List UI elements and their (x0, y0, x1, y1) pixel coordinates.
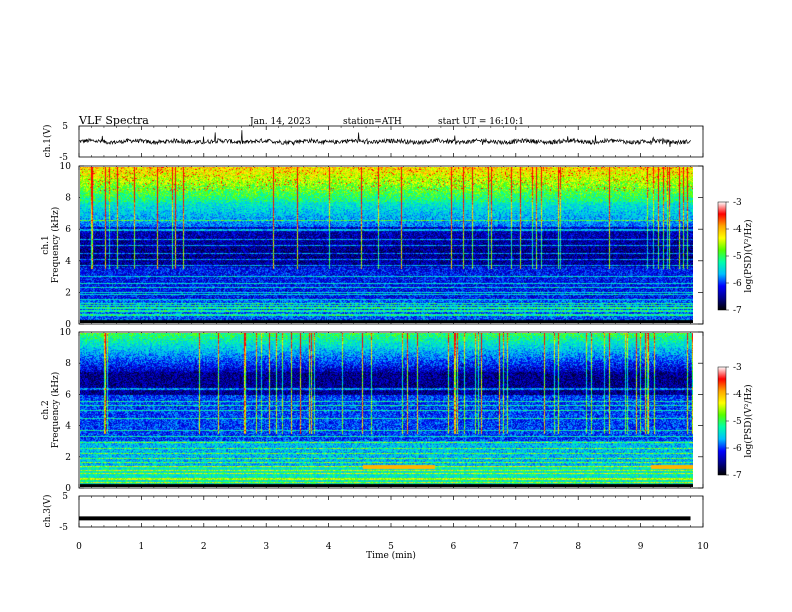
colorbar-tick-label: -7 (733, 306, 742, 316)
ch1-voltage-trace (78, 130, 691, 147)
x-tick-label: 6 (451, 542, 457, 552)
x-tick-label: 9 (638, 542, 644, 552)
ch2-colorbar-gradient (717, 366, 727, 476)
ch1-voltage-ylabel: ch.1(V) (42, 125, 53, 158)
colorbar-tick-label: -5 (733, 252, 742, 262)
x-tick-label: 5 (388, 542, 394, 552)
ch3-ytick-bottom: -5 (59, 523, 68, 533)
y-tick-label: 10 (60, 162, 72, 172)
ch3-voltage-panel: 5 -5 ch.3(V) (42, 492, 704, 533)
time-axis-label: Time (min) (366, 550, 416, 561)
ch2-spectrogram-channel-label: ch.2 (41, 400, 51, 419)
x-tick-label: 1 (139, 542, 145, 552)
colorbar-tick-label: -3 (733, 363, 742, 373)
ch2-spectrogram-image (80, 333, 693, 487)
y-tick-label: 2 (65, 288, 71, 298)
x-tick-label: 7 (513, 542, 519, 552)
ch1-spectrogram-image (80, 167, 693, 323)
colorbar-tick-label: -6 (733, 444, 742, 454)
ch1-spectrogram-channel-label: ch.1 (41, 235, 51, 254)
colorbar-tick-label: -4 (733, 390, 742, 400)
y-tick-label: 8 (65, 194, 71, 204)
figure-title: VLF Spectra (78, 114, 149, 127)
x-tick-label: 3 (263, 542, 269, 552)
ch1-colorbar-gradient (717, 201, 727, 311)
ch2-spectrogram-ylabel: Frequency (kHz) (50, 372, 61, 449)
x-tick-label: 8 (575, 542, 581, 552)
date-label: Jan. 14, 2023 (249, 117, 311, 127)
ch1-spectrogram-ylabel: Frequency (kHz) (50, 207, 61, 284)
ch2-colorbar: -3 -4 -5 -6 -7 log(PSD)(V²/Hz) (717, 363, 754, 481)
ch1-colorbar: -3 -4 -5 -6 -7 log(PSD)(V²/Hz) (717, 198, 754, 316)
ch3-voltage-ylabel: ch.3(V) (42, 495, 53, 528)
x-tick-label: 0 (76, 542, 82, 552)
ch2-colorbar-label: log(PSD)(V²/Hz) (743, 384, 754, 457)
y-tick-label: 4 (65, 257, 71, 267)
y-tick-label: 2 (65, 453, 71, 463)
x-tick-label: 4 (326, 542, 332, 552)
y-tick-label: 4 (65, 422, 71, 432)
start-time-label: start UT = 16:10:1 (438, 117, 524, 127)
ch3-ytick-top: 5 (62, 492, 68, 502)
ch1-ytick-bottom: -5 (59, 153, 68, 163)
ch1-colorbar-label: log(PSD)(V²/Hz) (743, 219, 754, 292)
station-label: station=ATH (343, 117, 402, 127)
y-tick-label: 6 (65, 390, 71, 400)
colorbar-tick-label: -5 (733, 417, 742, 427)
colorbar-tick-label: -6 (733, 279, 742, 289)
colorbar-tick-label: -3 (733, 198, 742, 208)
y-tick-label: 6 (65, 225, 71, 235)
y-tick-label: 0 (65, 484, 71, 494)
y-tick-label: 0 (65, 320, 71, 330)
y-tick-label: 10 (60, 328, 72, 338)
colorbar-tick-label: -7 (733, 471, 742, 481)
ch1-ytick-top: 5 (62, 122, 68, 132)
x-tick-label: 10 (697, 542, 709, 552)
y-tick-label: 8 (65, 359, 71, 369)
colorbar-tick-label: -4 (733, 225, 742, 235)
ch1-voltage-panel: 5 -5 ch.1(V) (42, 122, 704, 163)
x-tick-label: 2 (201, 542, 207, 552)
ch3-voltage-frame (78, 495, 704, 528)
